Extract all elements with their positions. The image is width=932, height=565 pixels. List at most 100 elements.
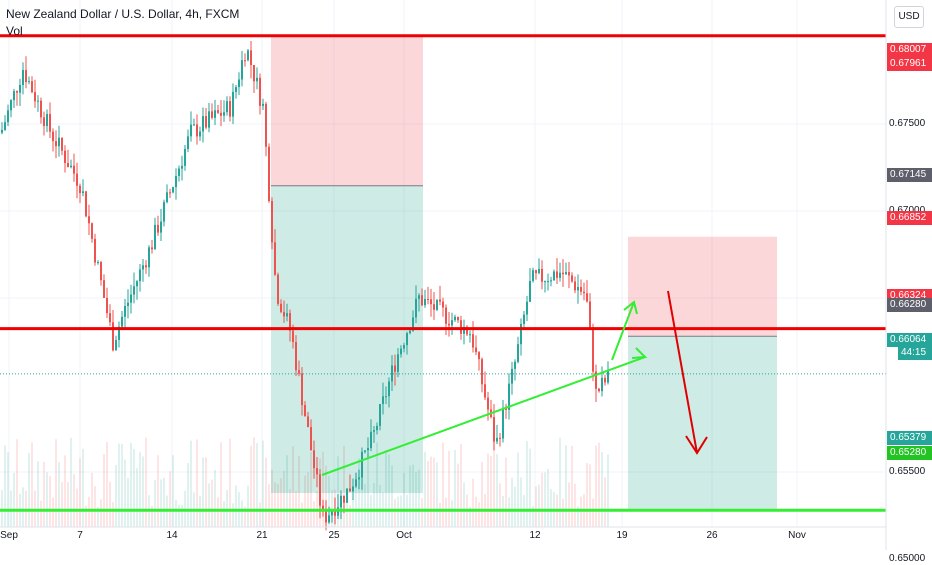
price-tick-label: 0.67000 (889, 205, 925, 217)
volume-bar (304, 475, 306, 527)
volume-bar (574, 483, 576, 527)
volume-bar (337, 456, 339, 527)
volume-bar (577, 506, 579, 527)
volume-bar (58, 462, 60, 527)
candle-body (199, 131, 201, 137)
candle-body (484, 384, 486, 398)
candle-body (454, 316, 456, 321)
volume-bar (463, 482, 465, 527)
candle-body (283, 311, 285, 317)
volume-bar (424, 451, 426, 527)
candle-body (421, 295, 423, 306)
volume-bar (163, 477, 165, 527)
candle-body (163, 202, 165, 222)
candle-body (586, 293, 588, 302)
volume-bar (550, 489, 552, 527)
candle-body (238, 79, 240, 88)
candle-body (154, 224, 156, 250)
candle-body (181, 165, 183, 169)
candle-body (64, 150, 66, 164)
candle-body (487, 397, 489, 410)
candle-body (463, 326, 465, 334)
volume-bar (292, 446, 294, 527)
volume-bar (388, 454, 390, 527)
candle-body (541, 268, 543, 282)
volume-bar (229, 438, 231, 527)
volume-bar (601, 451, 603, 527)
volume-bar (142, 456, 144, 527)
symbol-title: New Zealand Dollar / U.S. Dollar, 4h, FX… (6, 7, 240, 21)
volume-bar (478, 502, 480, 527)
volume-bar (226, 489, 228, 527)
candle-body (511, 368, 513, 384)
candle-body (142, 265, 144, 270)
volume-bar (397, 496, 399, 527)
volume-bar (361, 460, 363, 527)
candle-body (556, 271, 558, 278)
candle-body (19, 85, 21, 93)
candle-body (67, 163, 69, 168)
time-tick-label: Sep (0, 530, 18, 541)
volume-bar (37, 461, 39, 527)
candle-body (580, 287, 582, 292)
candle-body (529, 280, 531, 302)
candle-body (73, 165, 75, 174)
candle-body (247, 50, 249, 61)
volume-bar (241, 500, 243, 527)
candle-body (361, 451, 363, 478)
volume-bar (115, 464, 117, 527)
volume-bar (352, 498, 354, 527)
volume-bar (85, 505, 87, 527)
candle-body (292, 330, 294, 343)
volume-bar (517, 452, 519, 527)
volume-bar (355, 472, 357, 527)
candle-body (37, 100, 39, 102)
volume-bar (256, 443, 258, 527)
volume-bar (439, 502, 441, 527)
candle-body (259, 77, 261, 106)
price-label: 0.67961 (887, 57, 932, 71)
candle-body (418, 295, 420, 299)
volume-bar (121, 444, 123, 527)
volume-bar (244, 506, 246, 527)
down-arrow (667, 290, 698, 454)
candle-body (256, 77, 258, 82)
volume-bar (133, 448, 135, 527)
candle-body (115, 340, 117, 351)
candle-body (31, 81, 33, 93)
candle-body (445, 307, 447, 324)
candle-body (331, 511, 333, 516)
volume-bar (154, 479, 156, 527)
volume-bar (34, 490, 36, 527)
currency-button[interactable]: USD (894, 6, 924, 28)
volume-bar (376, 442, 378, 527)
volume-bar (559, 437, 561, 527)
time-tick-label: 7 (77, 530, 83, 541)
candle-body (328, 515, 330, 523)
volume-bar (97, 506, 99, 527)
volume-bar (118, 443, 120, 527)
candle-body (592, 327, 594, 372)
price-chart[interactable] (0, 0, 932, 550)
candle-body (268, 146, 270, 202)
stop-loss-zone (271, 34, 423, 186)
candle-body (103, 280, 105, 298)
candle-body (28, 81, 30, 83)
candle-body (265, 103, 267, 147)
candle-body (334, 511, 336, 516)
price-tick-label: 0.65000 (889, 553, 926, 564)
candle-body (478, 352, 480, 360)
volume-bar (124, 459, 126, 527)
volume-bar (7, 452, 9, 527)
horizontal-levels (0, 34, 886, 512)
volume-bar (418, 469, 420, 527)
volume-bar (469, 506, 471, 527)
candle-body (280, 303, 282, 312)
candle-body (271, 201, 273, 243)
volume-bar (283, 470, 285, 527)
candle-body (172, 187, 174, 193)
volume-bar (271, 469, 273, 527)
candle-body (412, 317, 414, 331)
volume-bar (79, 458, 81, 527)
volume-bar (436, 462, 438, 527)
